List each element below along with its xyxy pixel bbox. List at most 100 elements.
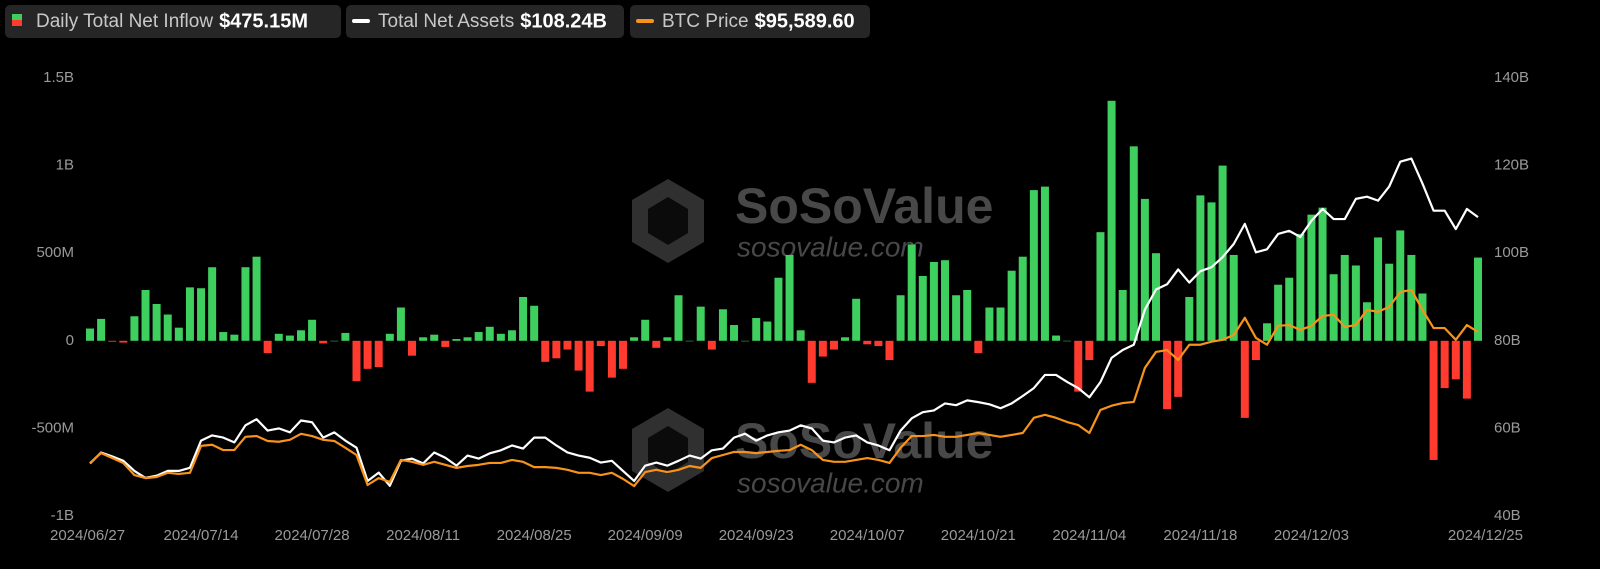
- bar: [674, 295, 683, 341]
- bar: [485, 326, 494, 341]
- bar: [1118, 289, 1127, 341]
- bar: [1440, 340, 1449, 389]
- bar: [119, 340, 128, 343]
- bar: [208, 267, 217, 341]
- bar: [907, 244, 916, 341]
- bar: [1185, 297, 1194, 341]
- x-tick-label: 2024/07/28: [275, 527, 350, 544]
- bar: [241, 267, 250, 341]
- legend-box: [630, 5, 870, 38]
- bar: [396, 307, 405, 341]
- bar: [996, 307, 1005, 341]
- legend-label: Total Net Assets: [378, 11, 514, 32]
- bar: [1240, 340, 1249, 418]
- bar: [763, 321, 772, 341]
- bar: [563, 340, 572, 350]
- bar: [974, 340, 983, 354]
- bar: [86, 328, 94, 341]
- y-tick-label: 1.5B: [43, 69, 74, 86]
- bar: [219, 332, 228, 341]
- bar: [197, 288, 206, 341]
- bar: [929, 261, 938, 341]
- bar: [263, 340, 272, 354]
- y2-tick-label: 80B: [1494, 332, 1521, 349]
- bar: [641, 319, 650, 341]
- logo-inner: [648, 197, 688, 245]
- legend-value: $475.15M: [219, 10, 308, 32]
- bar: [285, 335, 294, 341]
- legend-value: $95,589.60: [755, 10, 855, 32]
- bar: [1396, 230, 1405, 341]
- bar: [1474, 257, 1482, 341]
- bar: [507, 330, 516, 341]
- bar: [1096, 232, 1105, 341]
- bar: [963, 289, 972, 341]
- bar: [1174, 340, 1183, 397]
- bar: [796, 330, 805, 341]
- bar: [1018, 256, 1027, 341]
- x-tick-label: 2024/10/07: [830, 527, 905, 544]
- bar: [1274, 284, 1283, 341]
- bar: [541, 340, 550, 362]
- y-tick-label: 500M: [36, 244, 74, 261]
- bar: [163, 314, 172, 341]
- bar: [985, 307, 994, 341]
- y-tick-label: -1B: [51, 507, 74, 524]
- bar: [1318, 207, 1327, 341]
- bar: [1329, 274, 1338, 341]
- bar: [596, 340, 605, 347]
- x-tick-label: 2024/09/23: [719, 527, 794, 544]
- bar: [863, 340, 872, 345]
- legend-swatch: [12, 20, 22, 26]
- series-line: [89, 288, 1479, 488]
- legend-label: Daily Total Net Inflow: [36, 11, 213, 32]
- bar: [496, 333, 505, 341]
- bar: [97, 318, 106, 341]
- x-tick-label: 2024/09/09: [608, 527, 683, 544]
- bar: [774, 277, 783, 341]
- bar: [1218, 165, 1227, 341]
- y2-tick-label: 100B: [1494, 244, 1529, 261]
- bar: [1351, 265, 1360, 341]
- legend: Daily Total Net Inflow $475.15M Total Net …: [5, 5, 870, 38]
- bar: [252, 256, 261, 341]
- bar: [108, 340, 117, 342]
- bar: [1296, 233, 1305, 341]
- y2-tick-label: 60B: [1494, 419, 1521, 436]
- bar: [685, 340, 694, 342]
- watermark-brand: SoSoValue: [735, 178, 993, 234]
- bar: [618, 340, 627, 369]
- bar: [1140, 198, 1149, 341]
- bar: [530, 305, 539, 341]
- bar: [1007, 270, 1016, 341]
- legend-label: BTC Price: [662, 11, 749, 32]
- bar: [474, 332, 483, 341]
- bar: [1163, 340, 1172, 410]
- bar: [874, 340, 883, 347]
- bar: [607, 340, 616, 378]
- bar: [141, 289, 150, 341]
- legend-box: [5, 5, 341, 38]
- bar: [630, 337, 639, 341]
- bar: [1040, 186, 1049, 341]
- x-tick-label: 2024/12/03: [1274, 527, 1349, 544]
- bar: [1151, 253, 1160, 341]
- bar: [652, 340, 661, 348]
- bar: [585, 340, 594, 392]
- bar: [752, 318, 761, 341]
- bar: [463, 337, 472, 341]
- bar: [296, 330, 305, 341]
- x-tick-label: 2024/12/25: [1448, 527, 1523, 544]
- bar: [152, 304, 161, 341]
- x-tick-label: 2024/06/27: [50, 527, 125, 544]
- bar: [1340, 254, 1349, 341]
- bar: [1085, 340, 1094, 361]
- watermark-site: sosovalue.com: [737, 231, 924, 262]
- bar: [1285, 277, 1294, 341]
- legend-value: $108.24B: [520, 10, 607, 32]
- x-tick-label: 2024/11/18: [1163, 527, 1237, 544]
- bar: [341, 332, 350, 341]
- series-line: [89, 157, 1479, 487]
- x-tick-label: 2024/08/11: [386, 527, 460, 544]
- bar: [741, 340, 750, 342]
